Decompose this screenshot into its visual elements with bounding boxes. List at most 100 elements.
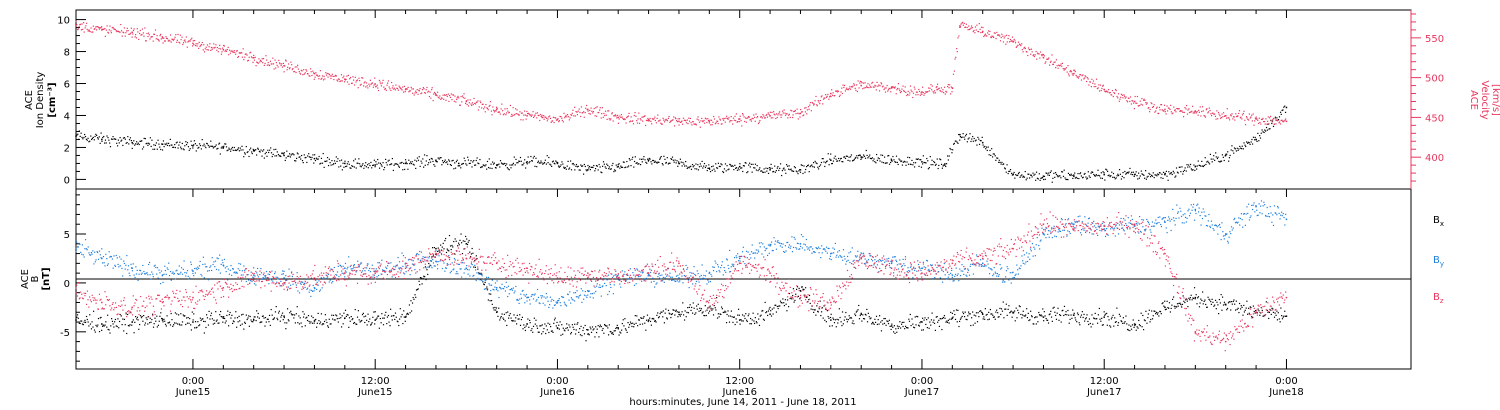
velocity-series-dot — [568, 119, 570, 121]
bx-series-dot — [394, 318, 396, 321]
density-series-dot — [1066, 178, 1068, 181]
velocity-series-dot — [449, 95, 451, 97]
velocity-series-dot — [1177, 108, 1179, 110]
bx-series-dot — [1010, 311, 1012, 313]
bx-series-dot — [202, 318, 204, 320]
velocity-series-dot — [285, 60, 287, 62]
density-series-dot — [1282, 109, 1284, 111]
density-series-dot — [248, 155, 250, 158]
velocity-series-dot — [482, 103, 484, 105]
density-series-dot — [914, 162, 917, 164]
bx-series-dot — [419, 284, 421, 286]
velocity-series-dot — [1010, 40, 1012, 43]
density-series-dot — [573, 164, 575, 166]
bx-series-dot — [138, 328, 140, 330]
density-series-dot — [814, 160, 816, 162]
velocity-series-dot — [809, 102, 812, 104]
bx-series-dot — [426, 269, 428, 271]
density-series-dot — [624, 166, 626, 169]
velocity-series-dot — [1072, 74, 1074, 76]
velocity-series-dot — [918, 90, 921, 92]
bx-series-dot — [219, 314, 221, 316]
bx-series-dot — [610, 331, 612, 333]
velocity-series-dot — [523, 114, 525, 116]
density-series-dot — [673, 161, 675, 163]
density-series-dot — [435, 160, 437, 162]
bx-series-dot — [275, 305, 277, 308]
bx-series-dot — [1022, 310, 1024, 312]
density-series-dot — [278, 155, 280, 157]
velocity-series-point — [252, 56, 255, 59]
velocity-series-dot — [710, 119, 713, 121]
density-series-dot — [687, 166, 689, 168]
bx-series-dot — [280, 316, 282, 318]
velocity-series-dot — [604, 110, 607, 112]
velocity-series-dot — [1175, 111, 1177, 113]
bx-series-dot — [898, 325, 900, 328]
density-series-dot — [545, 163, 548, 165]
by-series-point — [587, 289, 589, 292]
velocity-series-dot — [1199, 106, 1201, 108]
bx-series-point — [981, 313, 984, 315]
bx-series-dot — [303, 313, 305, 315]
bx-series-dot — [260, 321, 262, 323]
velocity-series-dot — [645, 124, 647, 127]
bx-series-dot — [1159, 310, 1161, 313]
velocity-series-dot — [154, 29, 157, 31]
bx-series-dot — [321, 324, 323, 326]
velocity-series-dot — [765, 114, 767, 117]
density-series-dot — [355, 167, 357, 169]
bx-series-dot — [910, 324, 912, 327]
velocity-series-dot — [1085, 80, 1088, 83]
bx-series-dot — [684, 310, 686, 312]
bx-series-dot — [277, 312, 280, 314]
x-tick-time-label: 0:00 — [182, 376, 204, 387]
bx-series-dot — [789, 297, 791, 300]
velocity-series-point — [936, 88, 938, 91]
density-series-dot — [468, 162, 470, 165]
density-series-dot — [121, 139, 123, 141]
velocity-series-dot — [82, 28, 84, 31]
velocity-series-dot — [474, 102, 476, 104]
density-series-dot — [983, 146, 985, 148]
density-series-dot — [1136, 175, 1138, 177]
bx-series-dot — [99, 317, 101, 319]
by-series-dot — [84, 248, 86, 250]
bx-series-dot — [522, 328, 524, 330]
density-series-dot — [924, 162, 926, 164]
density-series-dot — [1196, 165, 1198, 167]
density-series-dot — [991, 156, 994, 158]
bx-series-dot — [418, 280, 420, 282]
bx-series-dot — [327, 325, 329, 327]
density-series-dot — [639, 164, 642, 166]
bx-series-dot — [494, 306, 496, 309]
density-series-dot — [1110, 175, 1112, 177]
velocity-series-dot — [999, 40, 1002, 42]
bx-series-dot — [92, 326, 94, 328]
bx-series-dot — [247, 317, 249, 319]
velocity-series-dot — [593, 107, 595, 110]
density-series-dot — [505, 164, 507, 167]
density-series-dot — [831, 163, 833, 165]
density-series-dot — [597, 169, 599, 171]
bx-series-dot — [111, 318, 113, 320]
bx-series-dot — [495, 307, 498, 309]
by-series-dot — [86, 249, 88, 251]
velocity-series-dot — [1261, 118, 1263, 121]
velocity-series-dot — [204, 48, 206, 50]
velocity-series-dot — [978, 22, 980, 25]
density-series-dot — [747, 171, 749, 173]
bx-series-dot — [431, 247, 434, 249]
velocity-series-dot — [1114, 92, 1116, 95]
velocity-series-dot — [1149, 108, 1151, 111]
velocity-series-dot — [123, 32, 125, 34]
bx-series-dot — [721, 308, 723, 310]
velocity-series-dot — [452, 94, 455, 96]
bx-series-dot — [305, 317, 307, 319]
velocity-series-dot — [494, 110, 496, 112]
density-series-dot — [283, 152, 285, 154]
bx-series-dot — [1072, 314, 1075, 316]
density-series-dot — [1028, 177, 1031, 179]
velocity-series-dot — [707, 119, 710, 122]
bx-series-dot — [444, 239, 446, 242]
